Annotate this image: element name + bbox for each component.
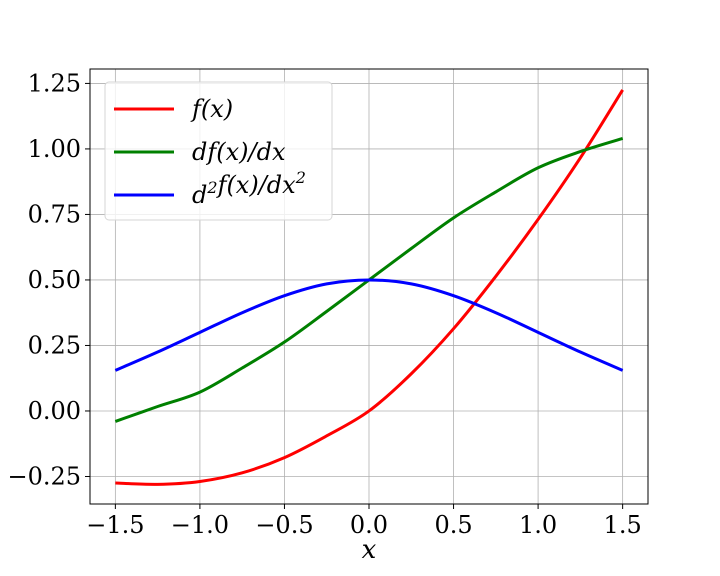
y-tick-label: 0.25 — [28, 331, 81, 359]
ticks — [85, 82, 624, 509]
series-line-f-x — [115, 89, 624, 486]
x-tick-label: 1.0 — [519, 511, 557, 539]
y-tick-label: 0.50 — [28, 266, 81, 294]
x-tick-label: 0.0 — [350, 511, 388, 539]
y-tick-label: 0.00 — [28, 397, 81, 425]
x-tick-label: −0.5 — [255, 511, 313, 539]
y-tick-label: 1.00 — [28, 135, 81, 163]
legend-label-f-x: f(x) — [190, 95, 233, 123]
x-tick-label: −1.0 — [171, 511, 229, 539]
series-layer — [114, 89, 624, 486]
y-tick-label: 0.75 — [28, 200, 81, 228]
legend-box — [104, 81, 333, 221]
x-tick-label: 0.5 — [434, 511, 472, 539]
legend-label-df-x-dx: df(x)/dx — [192, 138, 286, 166]
y-tick-label: −0.25 — [7, 462, 81, 490]
y-tick-label: 1.25 — [28, 69, 81, 97]
x-axis-label: x — [362, 535, 377, 565]
tick-labels: −1.5 −1.0 −0.5 0.0 0.5 1.0 1.5 −0.25 0.00 0.25 0.5… — [7, 69, 641, 539]
x-tick-label: −1.5 — [86, 511, 144, 539]
legend-label-d-2f-x-dx-2: d2f(x)/dx2 — [192, 168, 306, 209]
series-line-d-2f-x-dx-2 — [114, 278, 624, 372]
x-tick-label: 1.5 — [604, 511, 642, 539]
